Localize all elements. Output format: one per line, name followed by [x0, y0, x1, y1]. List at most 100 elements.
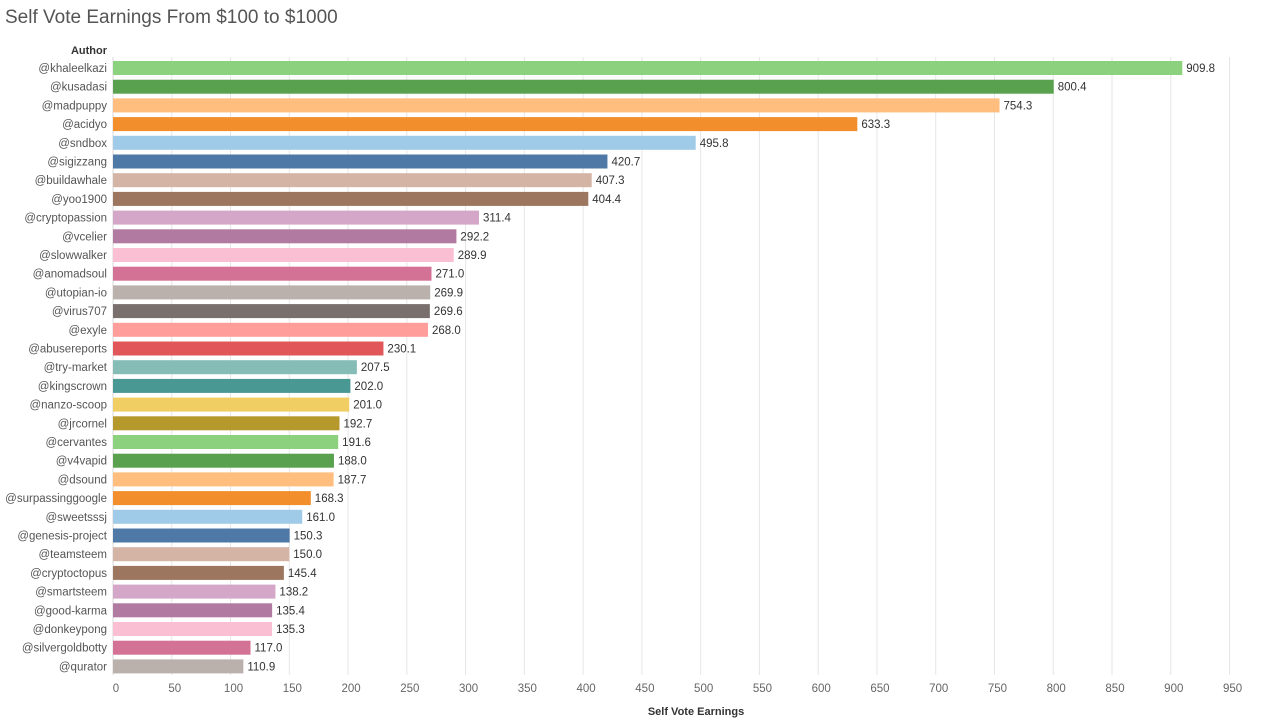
bar[interactable]	[113, 565, 284, 580]
x-tick-label: 150	[283, 683, 302, 695]
value-label: 754.3	[1004, 100, 1033, 112]
bar[interactable]	[113, 659, 244, 674]
x-tick-label: 700	[929, 683, 948, 695]
x-tick-label: 0	[113, 683, 119, 695]
bar[interactable]	[113, 509, 303, 524]
bar[interactable]	[113, 173, 592, 188]
value-label: 269.9	[434, 287, 463, 299]
value-label: 404.4	[592, 194, 621, 206]
x-tick-label: 500	[694, 683, 713, 695]
bar[interactable]	[113, 435, 339, 449]
category-label: @dsound	[58, 474, 107, 486]
category-label: @v4vapid	[56, 456, 107, 468]
category-label: @vcelier	[62, 231, 107, 243]
value-label: 110.9	[247, 661, 275, 673]
category-label: @cryptoctopus	[30, 568, 107, 580]
bar[interactable]	[113, 210, 479, 225]
bar[interactable]	[113, 154, 608, 169]
bar[interactable]	[113, 248, 454, 262]
bars	[113, 61, 1183, 674]
value-label: 909.8	[1186, 63, 1215, 75]
category-label: @kingscrown	[38, 381, 107, 393]
category-label: @smartsteem	[35, 587, 107, 599]
bar[interactable]	[113, 584, 276, 599]
category-label: @anomadsoul	[33, 269, 107, 281]
bar[interactable]	[113, 603, 273, 618]
value-label: 188.0	[338, 456, 367, 468]
bar[interactable]	[113, 266, 432, 281]
x-tick-label: 400	[577, 683, 596, 695]
value-label: 192.7	[343, 418, 372, 430]
bar[interactable]	[113, 304, 430, 319]
value-label: 269.6	[434, 306, 463, 318]
category-label: @teamsteem	[38, 549, 107, 561]
bar[interactable]	[113, 453, 334, 468]
bar[interactable]	[113, 191, 589, 206]
bar[interactable]	[113, 360, 357, 375]
x-tick-label: 250	[400, 683, 419, 695]
category-label: @jrcornel	[58, 418, 107, 430]
x-tick-label: 900	[1164, 683, 1183, 695]
bar[interactable]	[113, 229, 457, 244]
bar[interactable]	[113, 285, 431, 300]
category-label: @kusadasi	[50, 82, 107, 94]
bar[interactable]	[113, 135, 696, 150]
value-label: 187.7	[338, 474, 367, 486]
x-tick-label: 950	[1223, 683, 1242, 695]
value-label: 407.3	[596, 175, 625, 187]
value-label: 168.3	[315, 493, 344, 505]
category-label: @surpassinggoogle	[5, 493, 107, 505]
x-tick-label: 300	[459, 683, 478, 695]
x-tick-label: 100	[224, 683, 243, 695]
bar[interactable]	[113, 61, 1183, 75]
bar[interactable]	[113, 547, 290, 562]
category-label: @utopian-io	[45, 287, 107, 299]
value-label: 150.3	[294, 531, 323, 543]
category-label: @nanzo-scoop	[29, 400, 107, 412]
value-label: 289.9	[458, 250, 487, 262]
bar[interactable]	[113, 622, 273, 636]
chart-title: Self Vote Earnings From $100 to $1000	[5, 7, 338, 28]
x-tick-label: 450	[635, 683, 654, 695]
category-label: @acidyo	[62, 119, 107, 131]
value-label: 150.0	[293, 549, 322, 561]
bar[interactable]	[113, 117, 858, 132]
bar[interactable]	[113, 416, 340, 431]
value-label: 633.3	[861, 119, 890, 131]
category-label: @silvergoldbotty	[22, 643, 107, 655]
category-label: @genesis-project	[17, 531, 107, 543]
category-label: @sweetsssj	[45, 512, 107, 524]
bar[interactable]	[113, 341, 384, 356]
value-label: 495.8	[700, 138, 729, 150]
category-label: @sigizzang	[47, 157, 107, 169]
value-label: 145.4	[288, 568, 317, 580]
x-tick-label: 350	[518, 683, 537, 695]
x-tick-label: 600	[812, 683, 831, 695]
x-tick-label: 750	[988, 683, 1007, 695]
bar[interactable]	[113, 79, 1054, 94]
bar[interactable]	[113, 98, 1000, 113]
bar[interactable]	[113, 528, 290, 543]
category-label: @khaleelkazi	[38, 63, 107, 75]
value-label: 117.0	[255, 643, 283, 655]
x-tick-label: 650	[870, 683, 889, 695]
value-label: 800.4	[1058, 82, 1087, 94]
category-label: @cryptopassion	[24, 213, 107, 225]
value-label: 311.4	[483, 213, 512, 225]
bar[interactable]	[113, 378, 351, 393]
value-label: 135.3	[276, 624, 305, 636]
bar[interactable]	[113, 472, 334, 487]
category-label: @yoo1900	[51, 194, 107, 206]
bar[interactable]	[113, 640, 251, 655]
value-label: 161.0	[306, 512, 335, 524]
bar[interactable]	[113, 397, 350, 412]
value-label: 230.1	[387, 344, 416, 356]
x-tick-label: 800	[1047, 683, 1066, 695]
value-label: 191.6	[342, 437, 371, 449]
value-label: 420.7	[611, 157, 640, 169]
bar[interactable]	[113, 491, 311, 506]
x-tick-label: 850	[1105, 683, 1124, 695]
category-label: @virus707	[52, 306, 107, 318]
bar[interactable]	[113, 322, 428, 337]
category-label: @abusereports	[28, 344, 107, 356]
